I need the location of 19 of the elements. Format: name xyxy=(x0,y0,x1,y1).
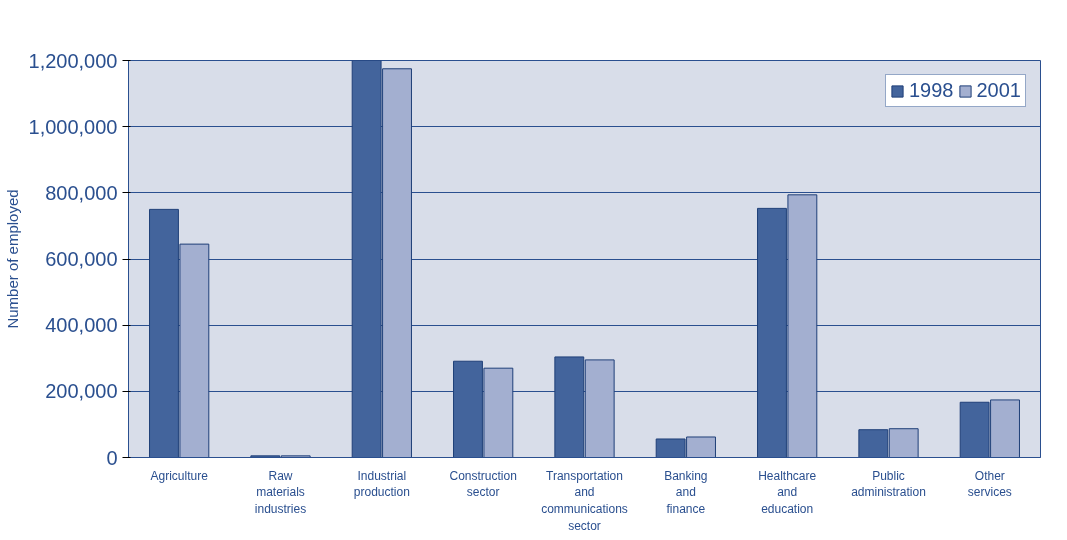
x-tick-label: Raw materials industries xyxy=(254,468,307,517)
y-tick-label: 200,000 xyxy=(45,380,118,403)
x-tick-label: Other services xyxy=(967,468,1012,500)
y-tick-label: 800,000 xyxy=(45,181,118,204)
x-tick-label: Construction sector xyxy=(449,468,517,500)
y-tick-label: 600,000 xyxy=(45,248,118,270)
y-tick-label: 0 xyxy=(106,446,118,469)
legend-label: 1998 xyxy=(909,79,954,102)
y-tick-label: 1,000,000 xyxy=(28,115,118,138)
x-tick-label: Banking and finance xyxy=(664,468,708,517)
x-tick-label: Healthcare and education xyxy=(758,468,817,517)
y-tick-label: 1,200,000 xyxy=(28,49,118,72)
x-tick-label: Industrial production xyxy=(353,468,410,500)
y-axis-title: Number of employed xyxy=(3,189,21,329)
legend-label: 2001 xyxy=(976,79,1021,102)
x-tick-label: Agriculture xyxy=(150,468,209,483)
x-tick-label: Transportation and communications sector xyxy=(541,468,628,533)
y-tick-label: 400,000 xyxy=(45,314,118,337)
x-tick-label: Public administration xyxy=(851,468,926,500)
